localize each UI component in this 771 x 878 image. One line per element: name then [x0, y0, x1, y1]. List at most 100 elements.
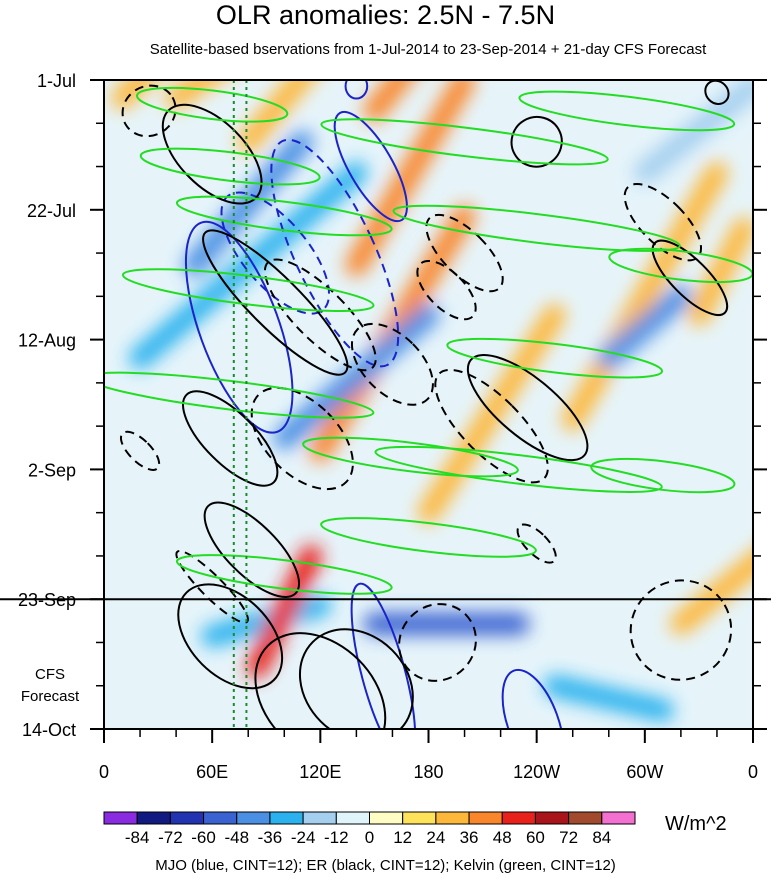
mjo-contour-2 [184, 220, 294, 434]
kelvin-contour-3 [518, 90, 736, 132]
anomaly-band-15 [597, 285, 692, 370]
anomaly-band-11 [273, 303, 440, 450]
colorbar-swatch-11 [468, 811, 503, 825]
colorbar-label-1: -72 [158, 828, 183, 847]
er-contour-7 [425, 213, 504, 293]
kelvin-contour-11 [320, 517, 537, 558]
anomaly-band-8 [687, 217, 753, 326]
colorbar-label-4: -36 [258, 828, 283, 847]
er-contour-5 [250, 386, 354, 491]
reference-lines [0, 80, 771, 729]
mjo-contour-3 [333, 110, 408, 223]
y-tick-label-2: 12-Aug [18, 331, 76, 351]
er-contour-11 [651, 239, 729, 317]
forecast-note-line-1: CFS [35, 666, 65, 683]
kelvin-contour-12 [590, 457, 736, 494]
colorbar: -84 -72 -60 -48 -36 -24 -12 0 12 24 36 48 60 72 84 [103, 811, 636, 847]
kelvin-contour-4 [175, 195, 393, 237]
forecast-note-line-2: Forecast [20, 688, 80, 705]
colorbar-swatch-5 [269, 811, 304, 825]
colorbar-swatch-14 [568, 811, 603, 825]
kelvin-contour-14 [302, 436, 519, 478]
er-contour-0 [121, 84, 177, 138]
kelvin-contour-0 [135, 86, 289, 123]
anomaly-band-13 [543, 674, 674, 722]
kelvin-contour-10 [374, 445, 663, 493]
y-tick-label-0: 1-Jul [37, 71, 76, 91]
anomaly-band-18 [669, 550, 753, 635]
x-tick-label-4: 120W [513, 762, 560, 782]
colorbar-swatch-7 [335, 811, 370, 825]
er-contour-4 [181, 390, 279, 487]
anomaly-band-10 [129, 161, 368, 370]
colorbar-label-13: 72 [559, 828, 578, 847]
anomaly-band-7 [561, 161, 728, 431]
colorbar-label-6: -12 [324, 828, 349, 847]
colorbar-swatch-6 [302, 811, 337, 825]
colorbar-label-7: 0 [365, 828, 374, 847]
colorbar-swatch-15 [601, 811, 636, 825]
er-contour-15 [298, 628, 414, 729]
x-tick-label-0: 0 [99, 762, 109, 782]
er-contour-2 [202, 229, 349, 376]
colorbar-units: W/m^2 [665, 813, 727, 835]
kelvin-contour-13 [175, 554, 393, 595]
kelvin-contour-5 [392, 204, 681, 252]
x-tick-label-6: 0 [748, 762, 758, 782]
anomaly-band-16 [201, 594, 332, 648]
er-contour-12 [203, 501, 301, 598]
colorbar-label-14: 84 [592, 828, 611, 847]
colorbar-label-3: -48 [224, 828, 249, 847]
er-contour-19 [416, 259, 477, 321]
er-contour-16 [398, 603, 477, 682]
er-contour-13 [177, 583, 284, 690]
er-contour-23 [119, 430, 161, 471]
colorbar-swatch-4 [236, 811, 271, 825]
colorbar-swatch-13 [534, 811, 570, 825]
y-tick-label-5: 14-Oct [22, 720, 76, 740]
mjo-contour-6 [344, 80, 369, 100]
x-tick-label-3: 180 [413, 762, 443, 782]
colorbar-swatch-3 [203, 811, 238, 825]
colorbar-label-0: -84 [125, 828, 150, 847]
y-axis: 1-Jul 22-Jul 12-Aug 2-Sep 23-Sep 14-Oct [18, 71, 767, 740]
er-contour-22 [704, 80, 730, 105]
colorbar-swatch-10 [435, 811, 470, 825]
er-contour-14 [254, 632, 387, 729]
colorbar-label-5: -24 [291, 828, 316, 847]
colorbar-label-10: 36 [460, 828, 479, 847]
colorbar-swatch-1 [136, 811, 171, 825]
colorbar-swatch-2 [169, 811, 205, 825]
colorbar-swatch-9 [402, 811, 437, 825]
colorbar-label-11: 48 [493, 828, 512, 847]
mjo-contour-5 [501, 668, 565, 729]
anomaly-band-1 [165, 80, 223, 110]
er-contour-17 [629, 579, 733, 681]
kelvin-contour-1 [139, 147, 321, 186]
y-tick-label-3: 2-Sep [28, 460, 76, 480]
forecast-note: CFS Forecast [10, 664, 90, 708]
x-tick-label-2: 120E [299, 762, 341, 782]
colorbar-swatch-12 [501, 811, 536, 825]
colorbar-label-2: -60 [191, 828, 216, 847]
chart-subtitle: Satellite-based bservations from 1-Jul-2… [149, 41, 707, 58]
y-tick-label-4: 23-Sep [18, 590, 76, 610]
y-tick-label-1: 22-Jul [27, 201, 76, 221]
x-tick-label-5: 60W [626, 762, 663, 782]
x-axis: 0 60E 120E 180 120W 60W 0 [99, 729, 758, 782]
mjo-contour-0 [270, 138, 400, 368]
colorbar-label-12: 60 [526, 828, 545, 847]
colorbar-label-8: 12 [393, 828, 412, 847]
er-contour-9 [434, 368, 549, 484]
kelvin-contour-8 [104, 371, 375, 419]
er-contour-10 [623, 182, 703, 262]
anomaly-band-3 [363, 80, 414, 122]
chart-title: OLR anomalies: 2.5N - 7.5N [215, 0, 556, 30]
colorbar-swatch-8 [369, 811, 404, 825]
er-contour-3 [263, 258, 377, 372]
chart-caption: MJO (blue, CINT=12); ER (black, CINT=12)… [155, 857, 616, 874]
anomaly-band-2 [237, 80, 315, 153]
er-contour-8 [466, 354, 589, 462]
kelvin-contour-2 [320, 118, 609, 166]
